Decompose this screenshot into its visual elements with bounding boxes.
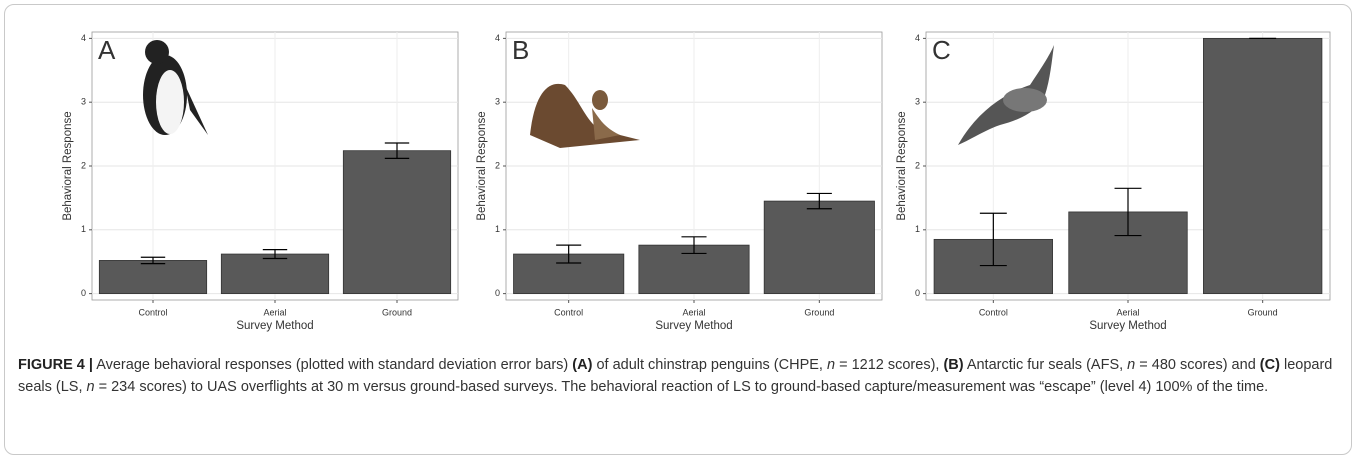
y-tick-label: 4 — [495, 33, 500, 43]
x-tick-label: Aerial — [1116, 307, 1139, 317]
x-axis-title: Survey Method — [655, 320, 732, 332]
bar — [763, 200, 875, 295]
caption-text: = 480 scores) and — [1135, 357, 1260, 373]
y-tick-label: 4 — [81, 33, 86, 43]
x-tick-label: Ground — [804, 307, 834, 317]
x-tick-label: Control — [554, 307, 583, 317]
figure-frame — [4, 4, 1352, 455]
leopard-seal-image — [958, 45, 1054, 145]
error-bar — [979, 212, 1007, 267]
caption-text: FIGURE 4 | — [18, 357, 93, 373]
y-tick-label: 0 — [81, 288, 86, 298]
y-tick-label: 2 — [495, 160, 500, 170]
x-tick-label: Ground — [1248, 307, 1278, 317]
bar — [342, 150, 452, 295]
bar — [1203, 37, 1323, 295]
y-tick-label: 2 — [81, 160, 86, 170]
error-bar — [384, 142, 410, 159]
y-axis-title: Behavioral Response — [896, 111, 908, 220]
penguin-image — [143, 40, 208, 135]
panel-label: B — [512, 35, 529, 65]
error-bar — [262, 248, 288, 260]
x-tick-label: Ground — [382, 307, 412, 317]
error-bar — [806, 192, 832, 210]
caption-text: Antarctic fur seals (AFS, — [963, 357, 1128, 373]
y-tick-label: 1 — [915, 224, 920, 234]
x-tick-label: Aerial — [263, 307, 286, 317]
caption-text: (A) — [572, 357, 593, 373]
y-tick-label: 1 — [81, 224, 86, 234]
bar — [220, 253, 330, 295]
bar — [98, 260, 208, 295]
caption-text: of adult chinstrap penguins (CHPE, — [592, 357, 827, 373]
caption-text: n — [86, 379, 95, 395]
x-tick-label: Control — [138, 307, 167, 317]
caption-text: (C) — [1259, 357, 1280, 373]
y-tick-label: 2 — [915, 160, 920, 170]
y-tick-label: 3 — [81, 97, 86, 107]
error-bar — [681, 236, 707, 255]
panel: 0 1 2 3 4 Control Aerial Ground Survey Method Beh… — [476, 31, 883, 332]
x-tick-label: Aerial — [682, 307, 705, 317]
y-tick-label: 4 — [915, 33, 920, 43]
error-bar — [1114, 187, 1142, 237]
y-tick-label: 3 — [495, 97, 500, 107]
y-tick-label: 1 — [495, 224, 500, 234]
error-bar — [140, 256, 166, 265]
y-axis-title: Behavioral Response — [62, 111, 74, 220]
error-bar — [556, 244, 582, 264]
y-tick-label: 0 — [915, 288, 920, 298]
x-axis-title: Survey Method — [236, 320, 313, 332]
caption-text: = 234 scores) to UAS overflights at 30 m… — [94, 379, 1269, 395]
caption-text: leopard seals (LS, — [18, 357, 1333, 395]
y-axis-title: Behavioral Response — [476, 111, 488, 220]
fur-seal-image — [530, 83, 640, 148]
figure: 0 1 2 3 4 Control Aerial Ground Survey Method Beh… — [62, 31, 1331, 332]
x-tick-label: Control — [979, 307, 1008, 317]
caption: FIGURE 4 | Average behavioral responses … — [18, 354, 1343, 398]
caption-text: Average behavioral responses (plotted wi… — [92, 357, 573, 373]
caption-text: n — [1127, 357, 1136, 373]
x-axis-title: Survey Method — [1089, 320, 1166, 332]
panel: 0 1 2 3 4 Control Aerial Ground Survey Method Beh… — [896, 31, 1331, 332]
y-tick-label: 0 — [495, 288, 500, 298]
panel-label: A — [98, 35, 116, 65]
panel: 0 1 2 3 4 Control Aerial Ground Survey Method Beh… — [62, 31, 459, 332]
panel-label: C — [932, 35, 951, 65]
caption-text: n — [826, 357, 836, 373]
caption-text: (B) — [943, 357, 964, 373]
caption-text: = 1212 scores), — [835, 357, 944, 373]
y-tick-label: 3 — [915, 97, 920, 107]
